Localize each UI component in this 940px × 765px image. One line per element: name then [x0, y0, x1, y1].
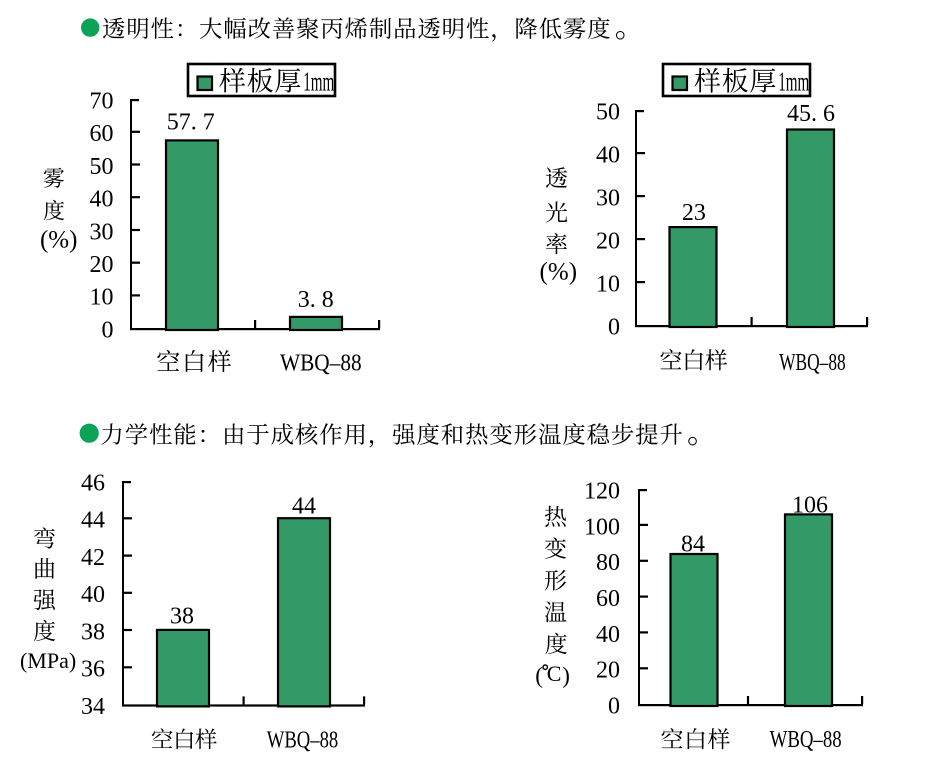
svg-text:): ) — [562, 663, 570, 688]
svg-text:WBQ–88: WBQ–88 — [779, 348, 846, 376]
svg-text:50: 50 — [90, 154, 114, 180]
svg-text:44: 44 — [81, 508, 105, 534]
svg-text:10: 10 — [596, 271, 620, 297]
svg-text:0: 0 — [102, 317, 114, 343]
svg-text:38: 38 — [170, 604, 194, 630]
svg-text:20: 20 — [596, 658, 620, 684]
svg-text:WBQ–88: WBQ–88 — [770, 726, 842, 753]
svg-text:20: 20 — [596, 228, 620, 254]
svg-text:(%): (%) — [40, 227, 77, 254]
svg-text:57. 7: 57. 7 — [167, 110, 215, 136]
svg-text:(MPa): (MPa) — [20, 648, 76, 673]
svg-text:C: C — [547, 661, 562, 686]
svg-text:42: 42 — [81, 545, 105, 571]
svg-text:3. 8: 3. 8 — [298, 287, 334, 313]
svg-text:40: 40 — [596, 622, 620, 648]
svg-text:80: 80 — [596, 550, 620, 576]
svg-text:WBQ–88: WBQ–88 — [267, 726, 339, 753]
svg-text:40: 40 — [90, 187, 114, 213]
svg-text:30: 30 — [90, 219, 114, 245]
svg-text:40: 40 — [81, 582, 105, 608]
svg-text:106: 106 — [792, 493, 828, 519]
svg-text:WBQ–88: WBQ–88 — [280, 349, 362, 376]
svg-text:0: 0 — [608, 693, 620, 719]
svg-text:50: 50 — [596, 99, 620, 125]
svg-text:23: 23 — [682, 200, 706, 226]
svg-text:1mm: 1mm — [303, 67, 334, 97]
svg-text:(: ( — [535, 663, 543, 688]
svg-text:60: 60 — [90, 121, 114, 147]
svg-text:40: 40 — [596, 142, 620, 168]
svg-text:20: 20 — [90, 252, 114, 278]
svg-text:(%): (%) — [540, 259, 577, 286]
svg-text:36: 36 — [81, 657, 105, 683]
svg-text:34: 34 — [81, 694, 105, 720]
svg-text:45. 6: 45. 6 — [787, 101, 835, 127]
svg-text:1mm: 1mm — [778, 67, 809, 97]
svg-text:30: 30 — [596, 185, 620, 211]
svg-text:38: 38 — [81, 619, 105, 645]
svg-text:84: 84 — [681, 532, 705, 558]
svg-text:44: 44 — [292, 494, 316, 520]
svg-text:120: 120 — [584, 478, 620, 504]
svg-text:0: 0 — [608, 314, 620, 340]
svg-text:10: 10 — [90, 285, 114, 311]
svg-text:70: 70 — [90, 88, 114, 114]
svg-text:60: 60 — [596, 586, 620, 612]
svg-text:100: 100 — [584, 514, 620, 540]
svg-text:46: 46 — [81, 470, 105, 496]
